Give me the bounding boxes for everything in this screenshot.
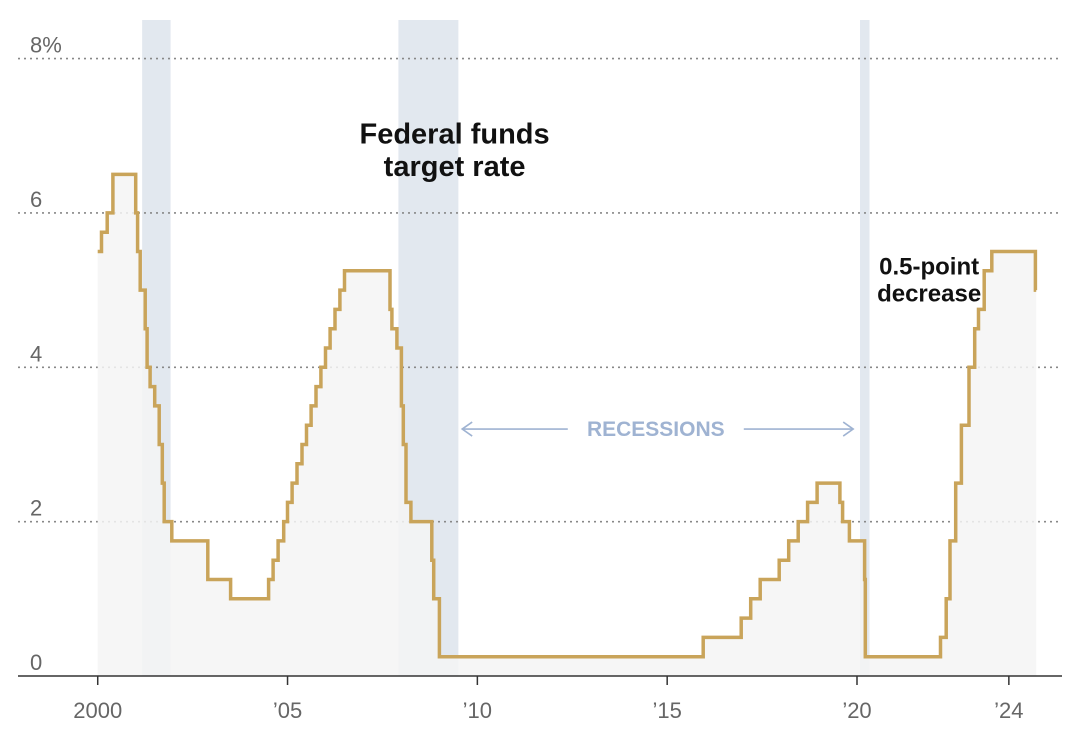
x-tick-label-2005: ’05 — [273, 698, 302, 723]
y-tick-label-2: 2 — [30, 496, 42, 521]
rate-line — [97, 172, 1038, 659]
recessions-arrowhead-left — [460, 421, 473, 437]
x-tick-label-2020: ’20 — [842, 698, 871, 723]
x-tick-label-2015: ’15 — [652, 698, 681, 723]
y-tick-label-8: 8% — [30, 33, 62, 58]
x-tick-label-2000: 2000 — [73, 698, 122, 723]
rate-area — [97, 174, 1037, 676]
x-tick-label-2024: ’24 — [994, 698, 1023, 723]
recessions-arrowhead-right — [842, 421, 855, 437]
y-tick-label-4: 4 — [30, 341, 42, 366]
annotation-1: Federal funds target rate — [360, 118, 550, 182]
x-tick-label-2010: ’10 — [463, 698, 492, 723]
y-tick-label-6: 6 — [30, 187, 42, 212]
grid-lines — [18, 57, 1062, 523]
y-tick-label-0: 0 — [30, 650, 42, 675]
x-axis-ticks: 2000 ’05 ’10 ’15 ’20 ’24 — [73, 676, 1024, 723]
rate-line-group — [97, 172, 1038, 659]
rate-area-fill — [97, 174, 1037, 676]
annotations: Federal funds target rate 0.5-point decreas… — [360, 118, 982, 441]
y-axis-ticks: 0 2 4 6 8% — [30, 33, 62, 675]
annotation-2: 0.5-point decrease — [877, 254, 981, 308]
recession-band-3 — [860, 20, 870, 676]
recessions-label: RECESSIONS — [587, 418, 725, 441]
